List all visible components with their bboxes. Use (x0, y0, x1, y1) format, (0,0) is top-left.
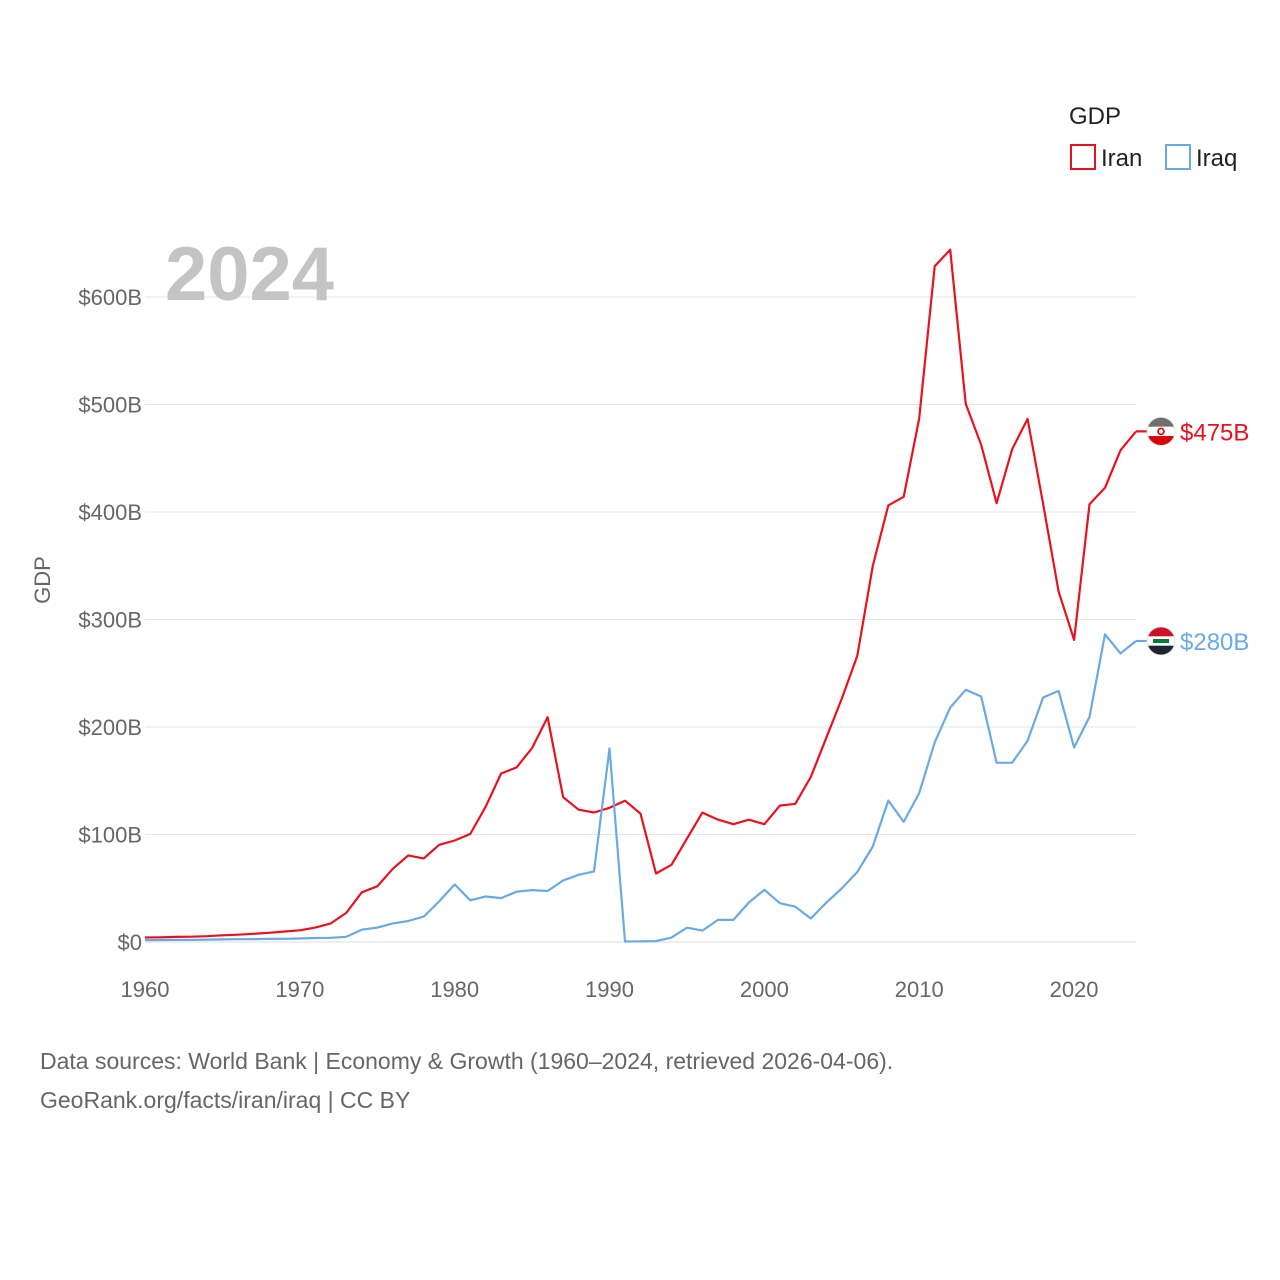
x-tick-label: 1980 (430, 977, 479, 1002)
end-label-iraq: $280B (1180, 629, 1249, 656)
x-tick-label: 1970 (275, 977, 324, 1002)
x-tick-label: 1990 (585, 977, 634, 1002)
x-axis-ticks: 1960 1970 1980 1990 2000 2010 2020 (121, 977, 1099, 1002)
y-tick-label: $300B (78, 608, 142, 633)
series-line-iraq[interactable] (144, 633, 1137, 943)
x-tick-label: 2000 (740, 977, 789, 1002)
legend-label-iran[interactable]: Iran (1101, 145, 1142, 172)
series-end-labels: $475B $280B (1136, 416, 1249, 656)
source-line-1: Data sources: World Bank | Economy & Gro… (40, 1048, 894, 1074)
source-line-2[interactable]: GeoRank.org/facts/iran/iraq | CC BY (40, 1087, 411, 1113)
y-tick-label: $0 (118, 930, 142, 955)
x-tick-label: 2010 (895, 977, 944, 1002)
y-tick-label: $200B (78, 715, 142, 740)
legend-swatch-iraq[interactable] (1165, 144, 1191, 170)
x-tick-label: 1960 (121, 977, 170, 1002)
source-note: Data sources: World Bank | Economy & Gro… (40, 1042, 893, 1120)
iran-flag-icon (1146, 416, 1176, 446)
y-axis-ticks: $0 $100B $200B $300B $400B $500B $600B (78, 285, 142, 955)
legend-swatch-iran[interactable] (1070, 144, 1096, 170)
iraq-flag-icon (1146, 626, 1176, 656)
y-tick-label: $500B (78, 393, 142, 418)
series-lines (144, 248, 1137, 943)
gridlines (145, 296, 1136, 943)
legend-label-iraq[interactable]: Iraq (1196, 145, 1237, 172)
series-line-iran[interactable] (144, 248, 1137, 939)
year-overlay: 2024 (165, 232, 334, 317)
end-label-iran: $475B (1180, 419, 1249, 446)
legend-title: GDP (1069, 103, 1121, 130)
y-tick-label: $400B (78, 500, 142, 525)
y-axis-label: GDP (30, 556, 55, 604)
y-tick-label: $100B (78, 823, 142, 848)
legend[interactable]: GDP Iran Iraq (1069, 103, 1237, 172)
y-tick-label: $600B (78, 285, 142, 310)
x-tick-label: 2020 (1050, 977, 1099, 1002)
